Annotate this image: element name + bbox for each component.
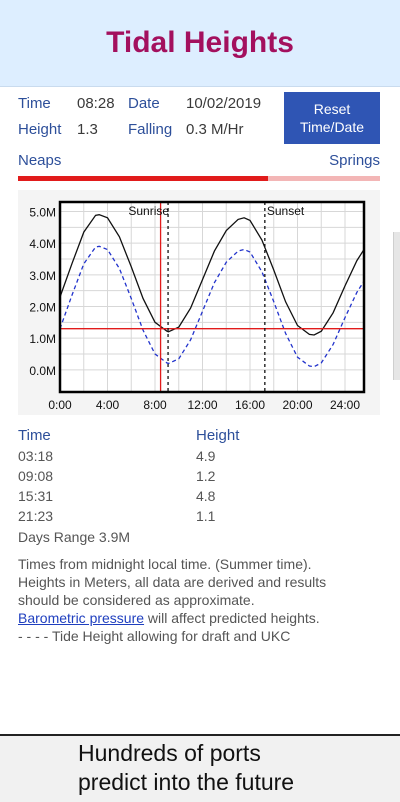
height-column-header: Height bbox=[196, 427, 240, 444]
neaps-springs-bar bbox=[18, 176, 380, 181]
promo-banner: Hundreds of ports predict into the futur… bbox=[0, 734, 400, 802]
tide-draft-series-line bbox=[59, 245, 365, 368]
sunrise-label: Sunrise bbox=[128, 204, 169, 218]
notes-line-2: Heights in Meters, all data are derived … bbox=[18, 574, 327, 590]
plot-area bbox=[60, 202, 364, 392]
page-title: Tidal Heights bbox=[106, 26, 294, 59]
dashed-legend-line: - - - - Tide Height allowing for draft a… bbox=[18, 628, 291, 644]
date-value[interactable]: 10/02/2019 bbox=[186, 95, 262, 112]
promo-line-1: Hundreds of ports bbox=[78, 740, 261, 766]
neaps-springs-fill bbox=[18, 176, 268, 181]
barometric-pressure-link[interactable]: Barometric pressure bbox=[18, 610, 145, 626]
x-tick-label: 8:00 bbox=[143, 398, 167, 412]
y-tick-label: 1.0M bbox=[29, 332, 56, 346]
tide-height-cell: 1.2 bbox=[196, 468, 216, 484]
notes-line-4: Barometric pressure will affect predicte… bbox=[18, 609, 380, 627]
x-tick-label: 12:00 bbox=[187, 398, 217, 412]
y-tick-label: 0.0M bbox=[29, 364, 56, 378]
x-tick-label: 0:00 bbox=[48, 398, 72, 412]
x-tick-label: 24:00 bbox=[330, 398, 360, 412]
tide-chart[interactable]: Sunrise Sunset 0.0M 1.0M 2.0M 3.0M 4.0M 5.0M 0:0… bbox=[18, 190, 380, 415]
notes-line-3: should be considered as approximate. bbox=[18, 592, 255, 608]
notes: Times from midnight local time. (Summer … bbox=[18, 555, 380, 645]
y-tick-label: 5.0M bbox=[29, 206, 56, 220]
trend-label: Falling bbox=[128, 121, 173, 138]
sunset-label: Sunset bbox=[267, 204, 305, 218]
height-label: Height bbox=[18, 121, 62, 138]
y-tick-label: 2.0M bbox=[29, 301, 56, 315]
plot-frame bbox=[58, 200, 366, 394]
time-label: Time bbox=[18, 95, 51, 112]
tide-height-series-line bbox=[59, 214, 365, 336]
tide-height-cell: 4.9 bbox=[196, 448, 216, 464]
neaps-label: Neaps bbox=[18, 152, 62, 169]
days-range: Days Range 3.9M bbox=[18, 529, 131, 545]
tide-chart-svg: Sunrise Sunset 0.0M 1.0M 2.0M 3.0M 4.0M 5.0M 0:0… bbox=[29, 200, 366, 412]
notes-line-1: Times from midnight local time. (Summer … bbox=[18, 556, 312, 572]
y-tick-label: 4.0M bbox=[29, 237, 56, 251]
time-value[interactable]: 08:28 bbox=[77, 95, 115, 112]
x-tick-label: 16:00 bbox=[235, 398, 265, 412]
side-drawer-handle[interactable] bbox=[393, 232, 400, 380]
date-label: Date bbox=[128, 95, 160, 112]
tide-time-cell: 21:23 bbox=[18, 508, 54, 524]
notes-link-suffix: will affect predicted heights. bbox=[144, 610, 320, 626]
tide-height-cell: 4.8 bbox=[196, 488, 216, 504]
y-tick-label: 3.0M bbox=[29, 269, 56, 283]
height-value: 1.3 bbox=[77, 121, 98, 138]
reset-button-label: Reset Time/Date bbox=[299, 101, 365, 135]
time-column-header: Time bbox=[18, 427, 51, 444]
tide-height-cell: 1.1 bbox=[196, 508, 216, 524]
promo-line-2: predict into the future bbox=[78, 769, 295, 795]
x-tick-label: 20:00 bbox=[282, 398, 312, 412]
app-header: Tidal Heights bbox=[0, 0, 400, 87]
tide-time-cell: 15:31 bbox=[18, 488, 54, 504]
x-tick-label: 4:00 bbox=[96, 398, 120, 412]
tide-time-cell: 09:08 bbox=[18, 468, 54, 484]
trend-value: 0.3 M/Hr bbox=[186, 121, 244, 138]
springs-label: Springs bbox=[329, 152, 380, 169]
reset-time-date-button[interactable]: Reset Time/Date bbox=[284, 92, 380, 144]
tide-time-cell: 03:18 bbox=[18, 448, 54, 464]
